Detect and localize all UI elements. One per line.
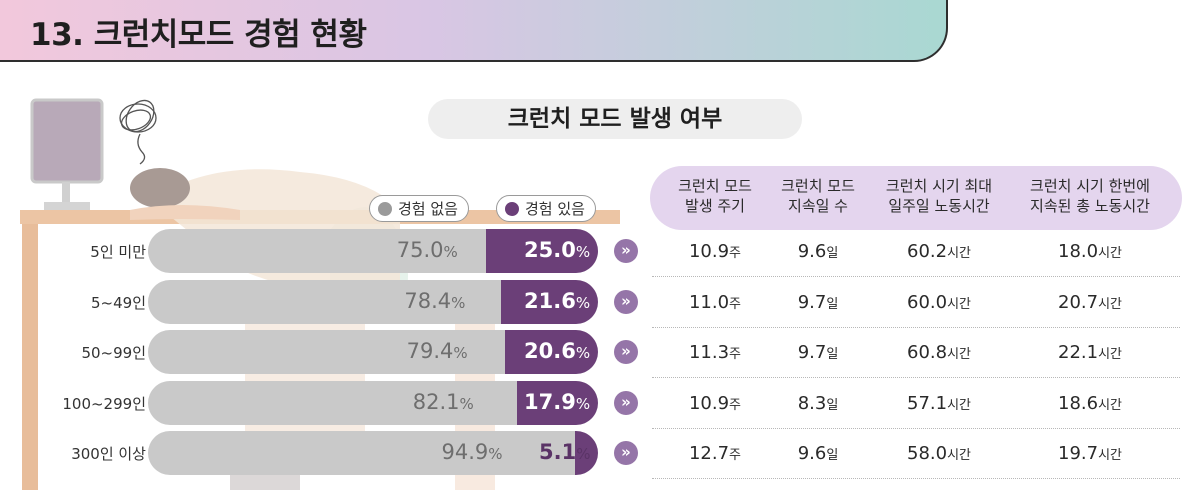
legend-item-has-experience: 경험 있음 [496,195,596,222]
arrow-right-icon: » [614,391,638,415]
table-cell: 60.8시간 [907,342,971,363]
bar-segment-no-experience [148,280,501,324]
row-divider [652,327,1180,328]
bar-row: 79.4% 20.6% [148,330,598,374]
row-divider [652,276,1180,277]
legend-label: 경험 있음 [525,200,585,218]
col-header-total-hours: 크런치 시기 한번에 지속된 총 노동시간 [1030,177,1150,215]
arrow-right-icon: » [614,441,638,465]
category-label: 5~49인 [91,294,146,312]
arrow-right-icon: » [614,290,638,314]
chart-title: 크런치 모드 발생 여부 [428,99,802,139]
table-cell: 10.9주 [688,393,742,414]
value-label-has-experience: 21.6% [524,289,591,313]
col-header-days: 크런치 모드 지속일 수 [781,177,855,215]
table-cell: 9.7일 [797,292,839,313]
bar-row: 94.9% 5.1% [148,431,598,475]
table-cell: 11.3주 [688,342,742,363]
category-label: 5인 미만 [90,243,146,261]
table-cell: 9.7일 [797,342,839,363]
legend-dot-purple [505,201,519,216]
value-label-has-experience: 25.0% [524,238,591,262]
row-divider [652,377,1180,378]
bar-segment-has-experience [575,431,598,475]
category-label: 100~299인 [62,395,146,413]
table-cell: 22.1시간 [1058,342,1122,363]
table-cell: 8.3일 [797,393,839,414]
legend-item-no-experience: 경험 없음 [369,195,469,222]
monitor-stand [62,182,70,204]
legend-label: 경험 없음 [398,200,458,218]
bar-row: 78.4% 21.6% [148,280,598,324]
monitor-base [44,202,90,210]
table-cell: 20.7시간 [1058,292,1122,313]
value-label-no-experience: 78.4% [404,289,466,313]
bar-segment-no-experience [148,381,518,425]
worker-arm [130,205,240,220]
value-label-no-experience: 82.1% [412,390,474,414]
col-header-max-weekly-hours: 크런치 시기 최대 일주일 노동시간 [885,177,993,215]
bar-segment-no-experience [148,229,486,273]
value-label-no-experience: 94.9% [441,440,503,464]
table-cell: 9.6일 [797,443,839,464]
bar-row: 75.0% 25.0% [148,229,598,273]
value-label-has-experience: 17.9% [524,390,591,414]
bar-segment-has-experience [517,381,598,425]
value-label-has-experience: 20.6% [524,339,591,363]
table-cell: 60.2시간 [907,241,971,262]
table-cell: 60.0시간 [907,292,971,313]
bar-segment-has-experience [500,280,598,324]
monitor-screen [30,98,104,184]
bar-segment-has-experience [505,330,598,374]
category-label: 300인 이상 [71,445,146,463]
worker-head [130,168,190,208]
table-cell: 9.6일 [797,241,839,262]
row-divider [652,428,1180,429]
legend-dot-gray [378,201,392,216]
tangled-thought-icon [119,99,157,165]
bar-segment-has-experience [485,229,598,273]
table-cell: 12.7주 [688,443,742,464]
table-cell: 18.0시간 [1058,241,1122,262]
page-title: 13. 크런치모드 경험 현황 [30,17,367,53]
value-label-no-experience: 75.0% [396,238,458,262]
table-cell: 19.7시간 [1058,443,1122,464]
table-header [650,166,1182,230]
category-label: 50~99인 [81,344,146,362]
row-divider [652,478,1180,479]
table-cell: 11.0주 [688,292,742,313]
col-header-period: 크런치 모드 발생 주기 [678,177,752,215]
header-banner: 13. 크런치모드 경험 현황 [0,0,948,62]
value-label-has-experience: 5.1% [539,440,591,464]
arrow-right-icon: » [614,239,638,263]
table-cell: 58.0시간 [907,443,971,464]
bar-segment-no-experience [148,330,506,374]
table-cell: 10.9주 [688,241,742,262]
arrow-right-icon: » [614,340,638,364]
bar-row: 82.1% 17.9% [148,381,598,425]
table-cell: 57.1시간 [907,393,971,414]
bar-segment-no-experience [148,431,576,475]
value-label-no-experience: 79.4% [406,339,468,363]
table-cell: 18.6시간 [1058,393,1122,414]
